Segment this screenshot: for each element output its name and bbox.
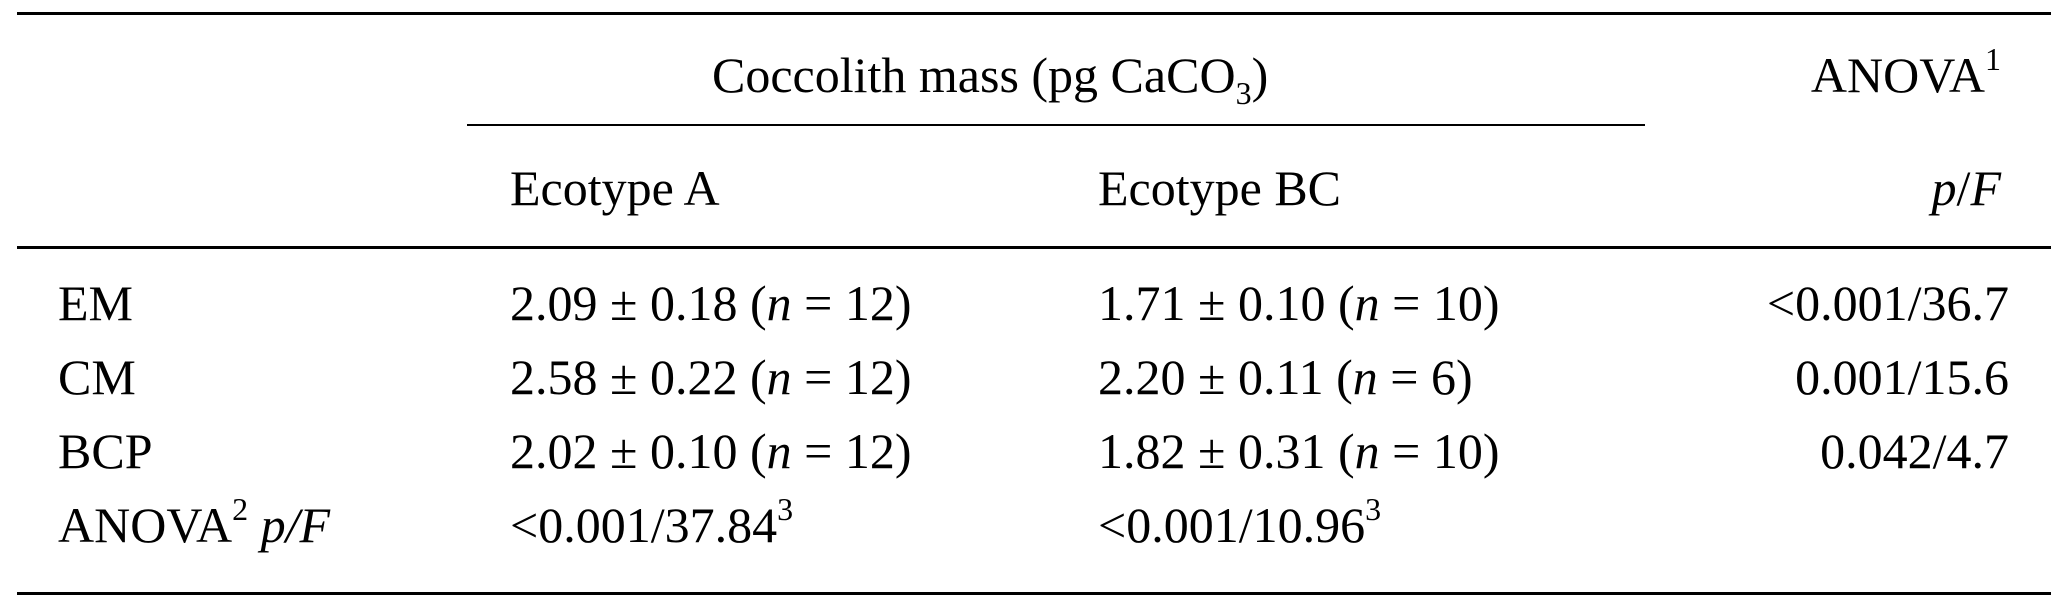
- col-pf: p/F: [1931, 160, 2001, 216]
- cell-bcp-anova: 0.042/4.7: [1820, 423, 2009, 479]
- col-ecotype-a: Ecotype A: [510, 160, 720, 216]
- row-label-anova2: ANOVA2 p/F: [58, 491, 331, 553]
- cell-bcp-bc: 1.82 ± 0.31 (n = 10): [1098, 423, 1500, 479]
- top-rule: [17, 12, 2051, 15]
- header-bottom-rule: [17, 246, 2051, 249]
- cell-cm-a: 2.58 ± 0.22 (n = 12): [510, 349, 912, 405]
- cell-em-anova: <0.001/36.7: [1766, 275, 2009, 331]
- cell-em-bc: 1.71 ± 0.10 (n = 10): [1098, 275, 1500, 331]
- cell-anova2-a: <0.001/37.843: [510, 491, 794, 553]
- cell-cm-anova: 0.001/15.6: [1795, 349, 2009, 405]
- cell-anova2-bc: <0.001/10.963: [1098, 491, 1382, 553]
- row-label-em: EM: [58, 275, 133, 331]
- anova1-heading: ANOVA1: [1810, 41, 2001, 103]
- spanner-rule: [467, 124, 1645, 126]
- row-label-cm: CM: [58, 349, 136, 405]
- cell-cm-bc: 2.20 ± 0.11 (n = 6): [1098, 349, 1473, 405]
- row-label-bcp: BCP: [58, 423, 153, 479]
- bottom-rule: [17, 592, 2051, 595]
- spanner-heading: Coccolith mass (pg CaCO3): [712, 47, 1269, 111]
- cell-bcp-a: 2.02 ± 0.10 (n = 12): [510, 423, 912, 479]
- col-ecotype-bc: Ecotype BC: [1098, 160, 1342, 216]
- cell-em-a: 2.09 ± 0.18 (n = 12): [510, 275, 912, 331]
